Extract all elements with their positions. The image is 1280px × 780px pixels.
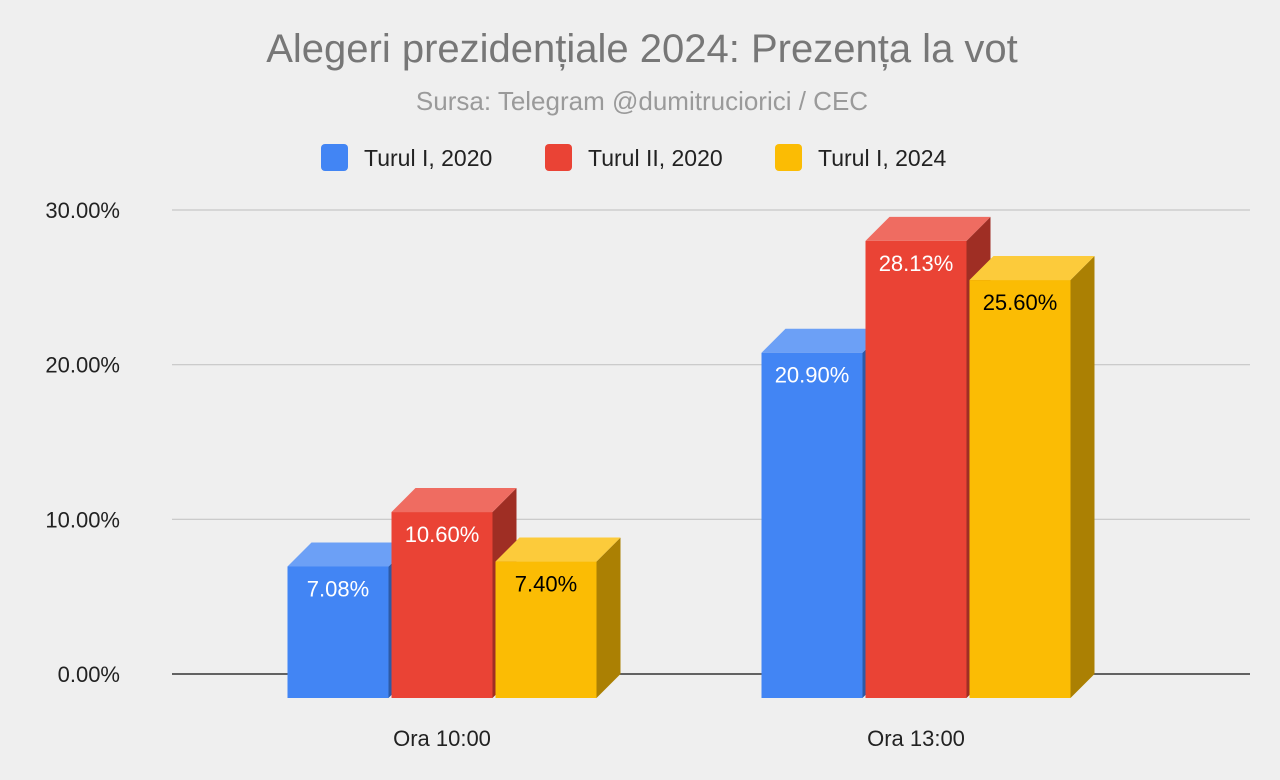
bar-top-face xyxy=(865,216,991,241)
y-tick-label: 30.00% xyxy=(45,198,120,223)
x-axis: Ora 10:00 Ora 13:00 xyxy=(393,726,965,751)
y-axis: 0.00% 10.00% 20.00% 30.00% xyxy=(45,198,120,687)
bar-side-face xyxy=(1070,256,1095,698)
bar-top-face xyxy=(761,328,887,353)
bar xyxy=(969,256,1095,698)
data-label: 20.90% xyxy=(775,363,850,388)
legend-swatch xyxy=(545,144,572,171)
bar xyxy=(391,488,517,698)
legend-item: Turul II, 2020 xyxy=(545,144,723,171)
legend-item: Turul I, 2020 xyxy=(321,144,492,171)
data-label: 7.08% xyxy=(307,576,369,601)
data-label: 25.60% xyxy=(983,290,1058,315)
y-tick-label: 20.00% xyxy=(45,353,120,378)
bar-front-face xyxy=(969,280,1071,698)
bar-top-face xyxy=(391,488,517,513)
legend-label: Turul I, 2020 xyxy=(364,145,492,171)
bar-top-face xyxy=(495,537,621,562)
data-label: 10.60% xyxy=(405,522,480,547)
legend-label: Turul II, 2020 xyxy=(588,145,723,171)
bars: 7.08% 10.60% 7.40% 20.90% 28.13% 25.60% xyxy=(287,216,1095,698)
data-label: 28.13% xyxy=(879,251,954,276)
legend-swatch xyxy=(775,144,802,171)
chart-subtitle: Sursa: Telegram @dumitruciorici / CEC xyxy=(416,86,868,116)
bar-front-face xyxy=(495,561,597,698)
legend-label: Turul I, 2024 xyxy=(818,145,946,171)
x-tick-label: Ora 13:00 xyxy=(867,726,965,751)
bar-front-face xyxy=(761,352,863,698)
bar-front-face xyxy=(287,566,389,698)
legend-item: Turul I, 2024 xyxy=(775,144,946,171)
bar-front-face xyxy=(865,240,967,698)
bar-front-face xyxy=(391,512,493,698)
bar-top-face xyxy=(969,256,1095,281)
x-tick-label: Ora 10:00 xyxy=(393,726,491,751)
data-label: 7.40% xyxy=(515,572,577,597)
chart-title: Alegeri prezidențiale 2024: Prezența la … xyxy=(266,27,1018,71)
legend: Turul I, 2020 Turul II, 2020 Turul I, 2024 xyxy=(321,144,946,171)
y-tick-label: 10.00% xyxy=(45,507,120,532)
legend-swatch xyxy=(321,144,348,171)
bar-side-face xyxy=(596,537,621,698)
y-tick-label: 0.00% xyxy=(58,662,120,687)
bar-top-face xyxy=(287,542,413,567)
bar xyxy=(495,537,621,698)
